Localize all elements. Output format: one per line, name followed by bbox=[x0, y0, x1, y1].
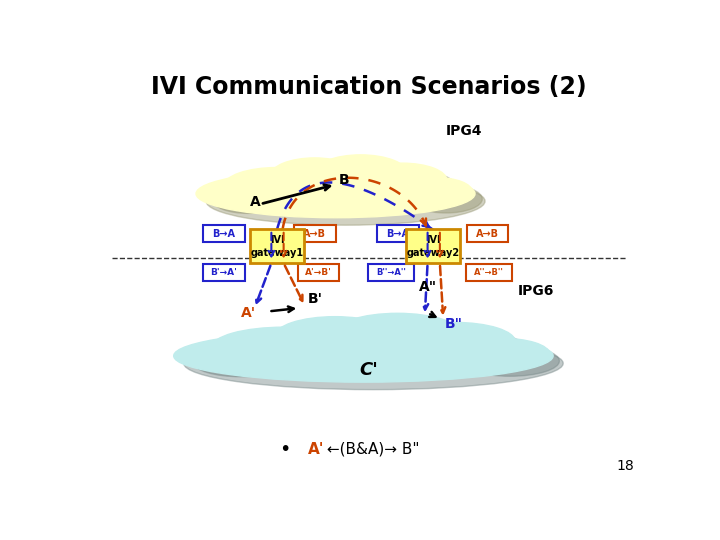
Text: IVI Communication Scenarios (2): IVI Communication Scenarios (2) bbox=[151, 75, 587, 99]
Ellipse shape bbox=[183, 341, 278, 369]
FancyBboxPatch shape bbox=[298, 265, 339, 281]
Ellipse shape bbox=[404, 330, 526, 368]
Text: A': A' bbox=[307, 442, 324, 457]
Ellipse shape bbox=[203, 180, 273, 206]
Ellipse shape bbox=[206, 177, 485, 225]
Text: B→A: B→A bbox=[387, 228, 410, 239]
Ellipse shape bbox=[234, 175, 340, 212]
Text: gateway1: gateway1 bbox=[251, 248, 304, 258]
Ellipse shape bbox=[213, 187, 283, 213]
FancyBboxPatch shape bbox=[203, 225, 245, 242]
Text: B': B' bbox=[307, 292, 323, 306]
Text: A→B: A→B bbox=[303, 228, 326, 239]
Ellipse shape bbox=[368, 171, 457, 206]
Text: IPG4: IPG4 bbox=[446, 124, 482, 138]
Ellipse shape bbox=[184, 337, 563, 390]
FancyBboxPatch shape bbox=[294, 225, 336, 242]
Ellipse shape bbox=[400, 178, 472, 206]
Ellipse shape bbox=[224, 167, 330, 204]
Text: B'→A': B'→A' bbox=[210, 268, 238, 277]
Ellipse shape bbox=[410, 185, 482, 213]
Text: A: A bbox=[250, 195, 261, 209]
FancyBboxPatch shape bbox=[466, 265, 512, 281]
Text: C': C' bbox=[359, 361, 379, 380]
Text: B: B bbox=[338, 173, 349, 187]
Ellipse shape bbox=[333, 313, 462, 355]
FancyBboxPatch shape bbox=[250, 229, 304, 262]
Text: B''→A'': B''→A'' bbox=[377, 268, 406, 277]
FancyBboxPatch shape bbox=[467, 225, 508, 242]
Text: IPG6: IPG6 bbox=[518, 285, 554, 299]
Ellipse shape bbox=[193, 348, 288, 377]
Text: ←(B&A)→ B": ←(B&A)→ B" bbox=[322, 442, 419, 457]
Ellipse shape bbox=[280, 165, 369, 202]
Text: A': A' bbox=[240, 306, 256, 320]
Ellipse shape bbox=[196, 170, 475, 218]
Ellipse shape bbox=[212, 327, 356, 367]
Ellipse shape bbox=[461, 346, 559, 376]
FancyBboxPatch shape bbox=[203, 265, 245, 281]
Text: 18: 18 bbox=[616, 459, 634, 473]
FancyBboxPatch shape bbox=[406, 229, 460, 262]
Text: B→A: B→A bbox=[212, 228, 235, 239]
Text: IVI: IVI bbox=[426, 235, 441, 245]
Text: •: • bbox=[279, 440, 291, 459]
Ellipse shape bbox=[323, 163, 418, 201]
Ellipse shape bbox=[174, 329, 553, 382]
Ellipse shape bbox=[274, 316, 396, 357]
FancyBboxPatch shape bbox=[377, 225, 418, 242]
Text: A''→B'': A''→B'' bbox=[474, 268, 504, 277]
Ellipse shape bbox=[270, 158, 359, 194]
Text: B": B" bbox=[445, 316, 463, 330]
Text: gateway2: gateway2 bbox=[407, 248, 460, 258]
Text: A→B: A→B bbox=[476, 228, 499, 239]
Ellipse shape bbox=[313, 155, 408, 193]
Text: A'→B': A'→B' bbox=[305, 268, 332, 277]
Text: A": A" bbox=[419, 280, 437, 294]
Text: IVI: IVI bbox=[270, 235, 284, 245]
Ellipse shape bbox=[394, 322, 516, 361]
Ellipse shape bbox=[343, 321, 472, 363]
Ellipse shape bbox=[222, 335, 366, 375]
Ellipse shape bbox=[358, 163, 447, 198]
Ellipse shape bbox=[451, 338, 549, 369]
Ellipse shape bbox=[284, 324, 405, 365]
FancyBboxPatch shape bbox=[368, 265, 415, 281]
